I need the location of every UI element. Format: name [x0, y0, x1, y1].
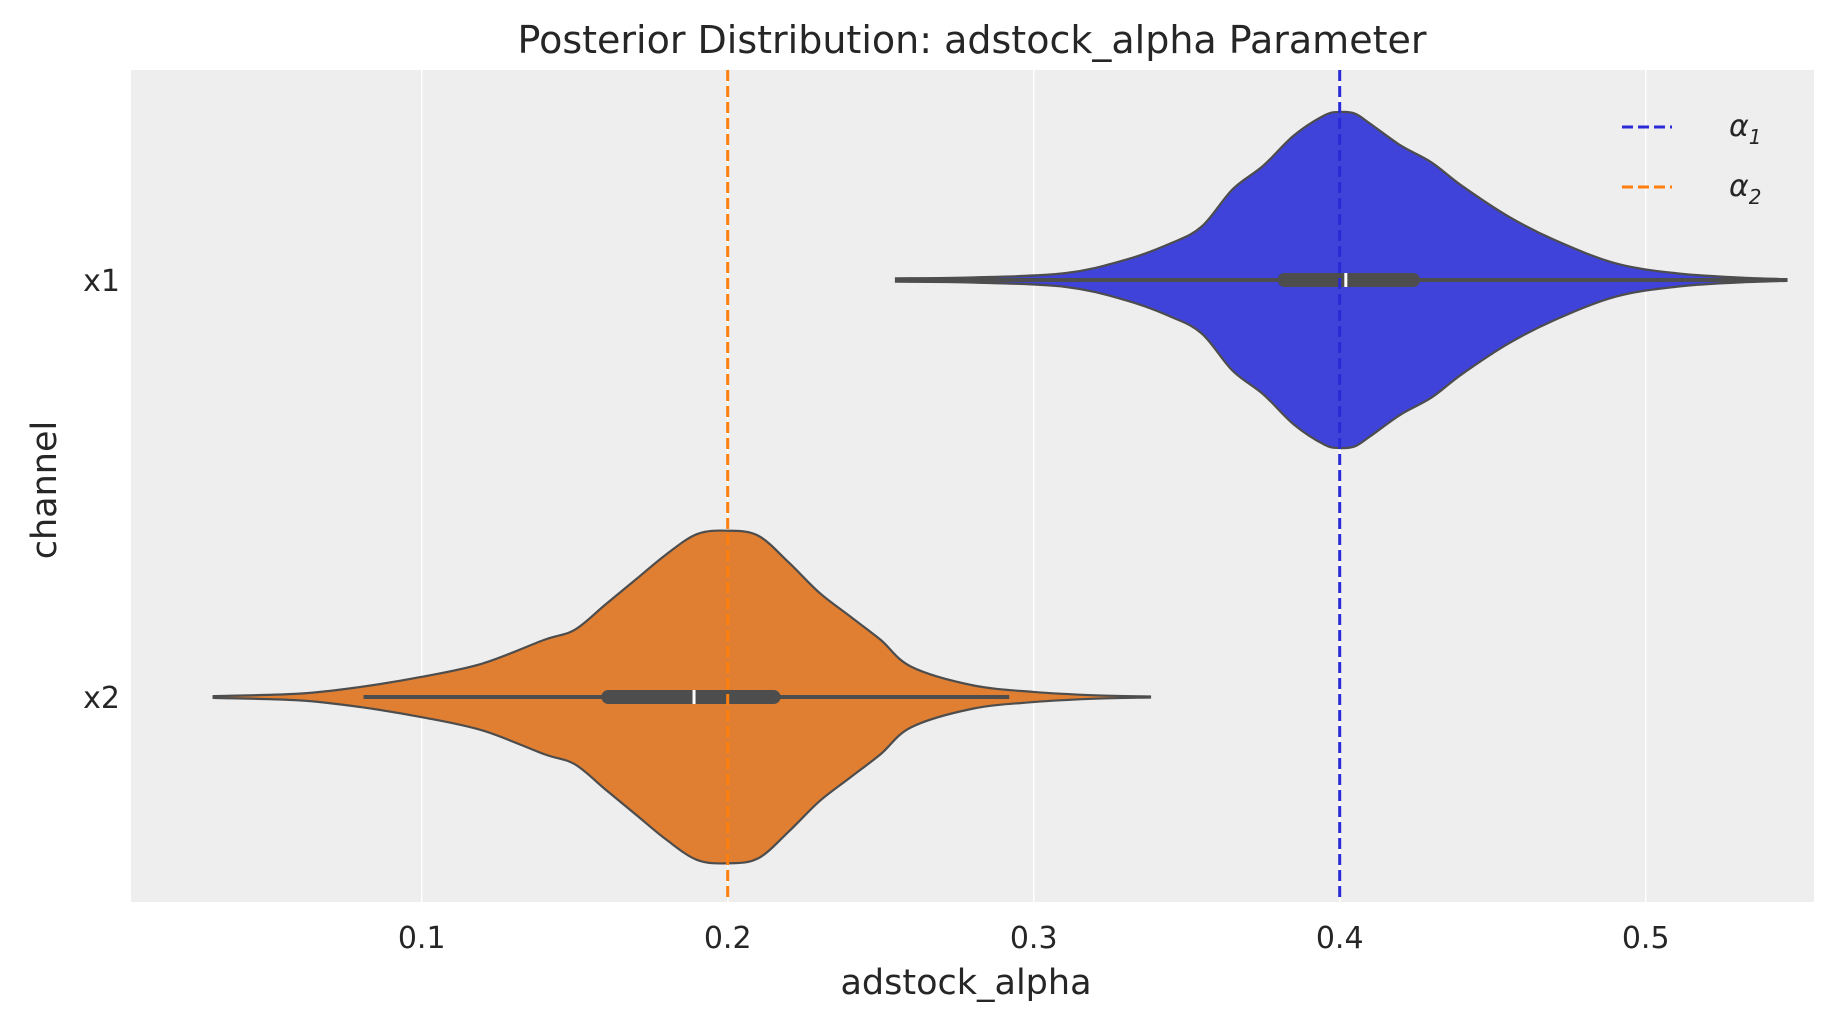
- legend: α1 α2: [1622, 109, 1762, 209]
- reference-lines: [726, 70, 1342, 902]
- x-tick-label: 0.3: [1010, 921, 1058, 956]
- x-axis-label: adstock_alpha: [840, 963, 1091, 1003]
- legend-label-2: α2: [1729, 169, 1762, 209]
- chart-title: Posterior Distribution: adstock_alpha Pa…: [518, 18, 1427, 62]
- x-tick-label: 0.1: [398, 921, 446, 956]
- y-tick-labels: x1 x2: [83, 264, 120, 716]
- x-tick-labels: 0.1 0.2 0.3 0.4 0.5: [398, 921, 1670, 956]
- violins: [212, 110, 1788, 865]
- x-tick-label: 0.2: [704, 921, 752, 956]
- y-tick-label-x2: x2: [83, 681, 120, 716]
- x-tick-label: 0.5: [1622, 921, 1670, 956]
- x-tick-label: 0.4: [1316, 921, 1364, 956]
- plot-background: [131, 70, 1814, 902]
- legend-label-1: α1: [1729, 109, 1762, 149]
- y-tick-label-x1: x1: [83, 264, 120, 299]
- y-axis-label: channel: [25, 421, 65, 560]
